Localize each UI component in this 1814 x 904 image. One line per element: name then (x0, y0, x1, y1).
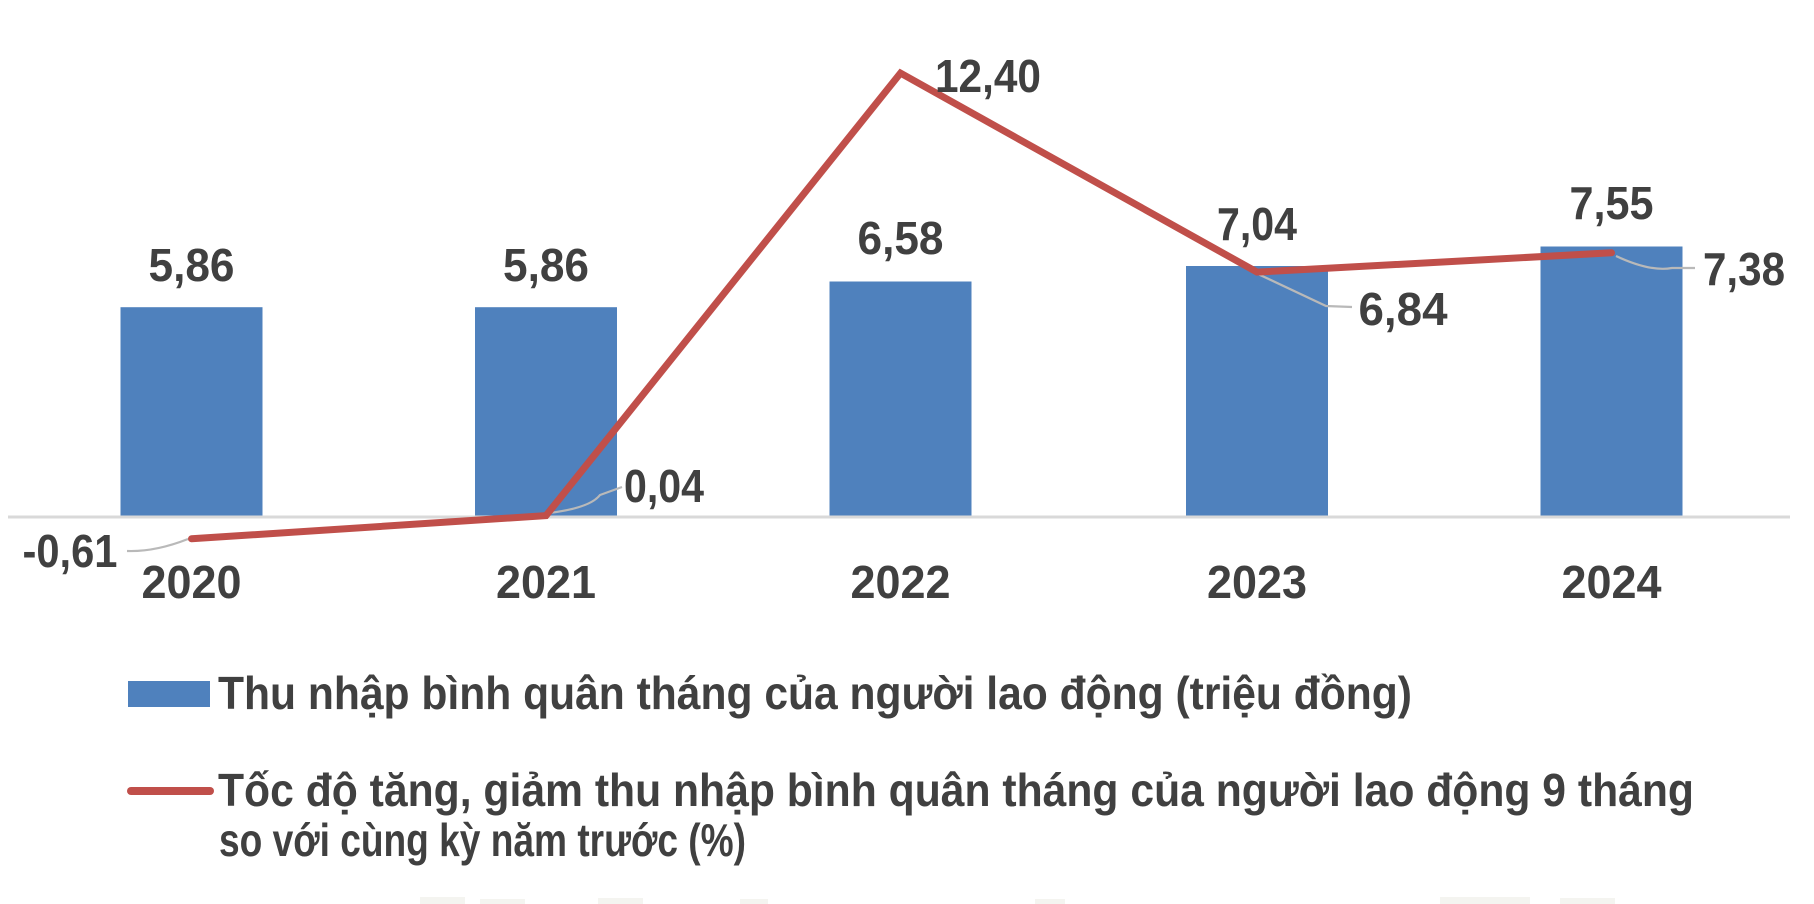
svg-text:2020: 2020 (142, 556, 242, 608)
svg-text:2023: 2023 (1207, 556, 1307, 608)
svg-text:12,40: 12,40 (935, 50, 1041, 102)
svg-text:2024: 2024 (1562, 556, 1662, 608)
svg-text:0,04: 0,04 (624, 460, 704, 512)
svg-text:7,04: 7,04 (1217, 198, 1297, 250)
svg-text:Tốc độ tăng, giảm thu nhập bìn: Tốc độ tăng, giảm thu nhập bình quân thá… (218, 764, 1694, 816)
svg-text:5,86: 5,86 (149, 239, 235, 291)
svg-text:Thu nhập bình quân tháng của n: Thu nhập bình quân tháng của người lao đ… (218, 667, 1412, 719)
svg-text:2021: 2021 (496, 556, 596, 608)
svg-text:so với cùng kỳ năm trước (%): so với cùng kỳ năm trước (%) (219, 814, 746, 866)
svg-text:2022: 2022 (851, 556, 951, 608)
svg-text:6,84: 6,84 (1359, 283, 1448, 335)
svg-text:6,58: 6,58 (858, 212, 944, 264)
svg-text:5,86: 5,86 (503, 239, 589, 291)
svg-text:7,38: 7,38 (1703, 243, 1785, 295)
svg-text:7,55: 7,55 (1570, 177, 1654, 229)
svg-text:-0,61: -0,61 (23, 525, 118, 577)
